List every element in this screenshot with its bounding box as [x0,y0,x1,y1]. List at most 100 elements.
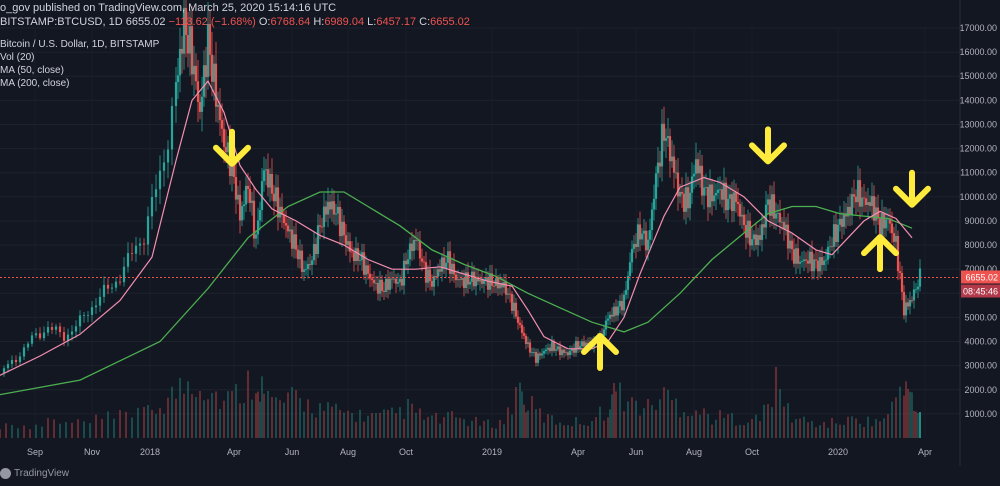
candle-body [130,253,134,254]
candle-body [426,269,430,283]
legend-ma50[interactable]: MA (50, close) [0,65,64,76]
volume-bar [835,423,837,438]
candle-body [722,182,726,200]
candle-body [22,347,26,357]
candle-body [910,300,914,301]
volume-bar [919,412,921,438]
volume-bar [463,419,465,438]
candle-body [782,221,786,229]
candle-body [270,173,274,194]
legend-vol[interactable]: Vol (20) [0,52,35,63]
candle-body [166,149,170,163]
volume-bar [17,428,19,438]
candle-body [656,162,660,174]
legend-title[interactable]: Bitcoin / U.S. Dollar, 1D, BITSTAMP [0,39,160,50]
candle-body [732,192,736,212]
candle-body [342,221,346,236]
tradingview-logo[interactable]: TradingView [0,468,69,479]
candle-body [630,248,634,263]
candle-body [330,201,334,210]
candle-body [236,194,240,200]
volume-bar [407,398,409,438]
volume-bar [475,416,477,438]
candle-body [106,284,110,289]
last-price-tag [961,270,1000,284]
volume-bar [907,388,909,438]
volume-bar [355,421,357,438]
volume-bar [895,397,897,438]
candle-body [220,120,224,129]
candle-body [146,216,150,245]
volume-bar [635,400,637,438]
volume-bar [167,397,169,438]
candle-body [638,224,642,240]
candle-body [472,271,476,287]
volume-bar [351,412,353,438]
candle-body [382,290,386,292]
candle-body [400,278,404,286]
volume-bar [183,393,185,438]
y-tick-label: 16000.00 [959,47,997,57]
candle-body [758,235,762,240]
volume-bar [271,397,273,438]
candle-body [110,287,114,289]
candle-body [78,315,82,327]
candle-body [540,353,544,356]
candle-body [390,278,394,280]
volume-bar [101,418,103,438]
volume-bar [191,394,193,438]
symbol-label[interactable]: BITSTAMP:BTCUSD, 1D [0,16,123,28]
volume-bar [523,404,525,438]
candle-body [504,281,508,295]
volume-bar [775,366,777,438]
candle-body [662,123,666,141]
candle-body [374,282,378,284]
volume-bar [879,421,881,438]
candle-body [534,352,538,363]
candle-body [770,194,774,216]
candle-body [174,81,178,106]
volume-bar [655,410,657,438]
candle-body [548,347,552,352]
candle-body [822,260,826,266]
candle-body [284,223,288,226]
candle-body [808,251,812,264]
volume-bar [275,397,277,438]
legend-ma200[interactable]: MA (200, close) [0,78,70,89]
candle-body [452,263,456,275]
candle-body [322,206,326,227]
candle-body [802,259,806,262]
candle-body [894,235,898,242]
candle-body [354,248,358,262]
candle-body [490,273,494,286]
candle-body [788,240,792,249]
candle-body [94,305,98,308]
volume-bar [909,391,911,438]
volume-bar [483,420,485,438]
volume-bar [223,400,225,438]
volume-bar [811,421,813,438]
candle-body [654,173,658,199]
volume-bar [327,402,329,438]
candle-body [560,349,564,356]
volume-bar [147,404,149,438]
volume-bar [203,400,205,438]
candle-body [2,368,6,373]
volume-bar [95,414,97,438]
candle-body [450,263,454,274]
candle-body [478,279,482,282]
candle-body [766,199,770,205]
candle-body [634,243,638,248]
volume-bar [719,410,721,438]
candle-body [676,172,680,197]
candle-body [134,245,138,254]
candle-body [898,271,902,273]
volume-bar [659,399,661,438]
candle-body [846,206,850,217]
countdown-tag-label: 08:45:46 [963,286,998,296]
candle-body [804,259,808,261]
candle-body [532,352,536,353]
volume-bar [755,414,757,438]
candle-body [750,239,754,246]
